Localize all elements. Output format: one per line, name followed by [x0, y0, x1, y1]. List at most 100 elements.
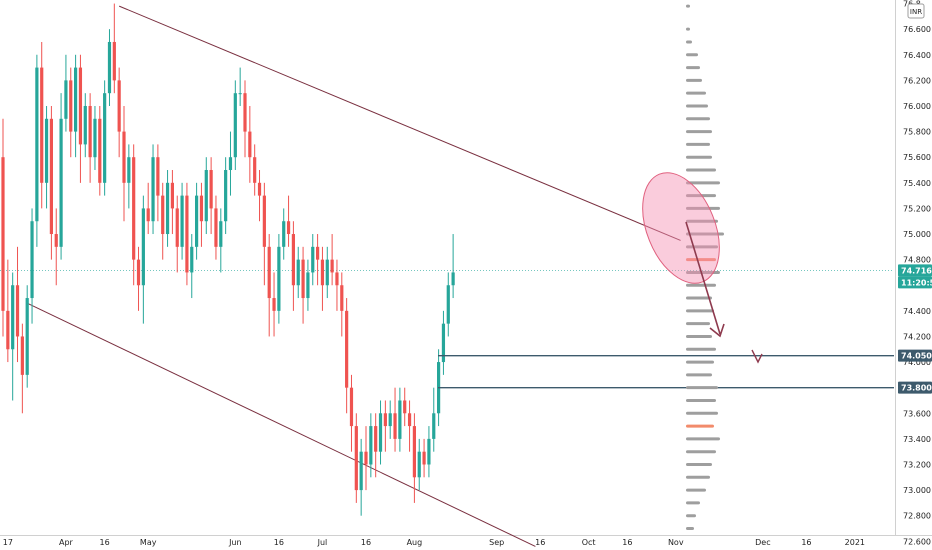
candle: [127, 144, 131, 209]
candle: [132, 144, 136, 286]
channel-lower-line[interactable]: [26, 302, 536, 547]
candle: [432, 387, 436, 452]
candle: [272, 272, 276, 337]
volume-profile-bar: [686, 334, 712, 338]
candle: [112, 3, 116, 94]
candle: [248, 105, 252, 183]
candle: [451, 234, 455, 299]
candle: [233, 80, 237, 171]
x-tick-label: 16: [100, 538, 110, 547]
candle: [345, 298, 349, 414]
candle: [141, 195, 145, 324]
candle: [78, 54, 83, 183]
annotations[interactable]: [628, 4, 763, 531]
candle: [257, 170, 262, 222]
candle: [93, 105, 97, 171]
candle: [277, 234, 281, 324]
candle: [388, 400, 392, 439]
candle: [364, 426, 368, 491]
y-tick-label: 72.600: [903, 537, 931, 546]
candle: [238, 67, 242, 106]
volume-profile-bar: [686, 411, 718, 415]
volume-profile-bar: [686, 142, 710, 146]
candle: [412, 413, 416, 503]
volume-profile-bar: [686, 206, 720, 210]
forecast-arrow-secondary[interactable]: [751, 349, 763, 364]
candle: [417, 438, 421, 491]
time-axis[interactable]: 17 Apr 16 May Jun 16 Jul 16 Aug Sep 16 Oct 16 Nov Dec 1…: [3, 538, 865, 547]
candle: [209, 157, 213, 235]
volume-profile-bar: [686, 270, 720, 274]
candle: [88, 93, 92, 183]
candle: [83, 93, 87, 158]
candle: [427, 426, 431, 478]
candle: [393, 387, 397, 452]
candle: [185, 182, 189, 286]
candle: [354, 413, 358, 503]
volume-profile-bar: [686, 40, 692, 44]
candle: [228, 131, 233, 196]
volume-profile-bar: [686, 527, 694, 531]
volume-profile-bar: [686, 4, 690, 8]
candle: [156, 144, 160, 222]
candle: [190, 234, 194, 299]
candle: [441, 310, 446, 375]
horizontal-levels[interactable]: [438, 354, 894, 389]
y-tick-label: 74.200: [903, 332, 931, 341]
volume-profile-bar: [686, 117, 710, 121]
candle: [262, 182, 266, 286]
candle: [136, 246, 141, 311]
svg-text:73.800: 73.800: [901, 384, 932, 393]
candle: [98, 105, 102, 196]
y-tick-label: 76.200: [903, 76, 931, 85]
candles: [1, 3, 455, 516]
volume-profile-bar: [686, 194, 716, 198]
volume-profile-bar: [686, 219, 718, 223]
current-price-badge: 74.716: [898, 264, 932, 277]
candle: [214, 195, 218, 260]
candle: [320, 246, 325, 311]
y-tick-label: 75.400: [903, 179, 931, 188]
y-tick-label: 74.400: [903, 307, 931, 316]
y-tick-label: 73.200: [903, 460, 931, 469]
x-tick-label: 17: [3, 538, 13, 547]
volume-profile-bar: [686, 296, 712, 300]
y-tick-label: 75.600: [903, 153, 931, 162]
volume-profile-bar: [686, 309, 714, 313]
candle: [107, 29, 112, 106]
svg-text:74.050: 74.050: [901, 352, 932, 361]
candle: [291, 221, 295, 311]
y-tick-label: 73.600: [903, 409, 931, 418]
candle: [40, 41, 44, 209]
y-tick-label: 75.000: [903, 230, 931, 239]
x-tick-label: May: [140, 538, 157, 547]
candle: [301, 246, 305, 324]
currency-label-text: INR: [910, 8, 922, 16]
forecast-arrow-main[interactable]: [685, 221, 721, 335]
y-tick-label: 76.000: [903, 102, 931, 111]
candle: [340, 272, 344, 337]
volume-profile-bar: [686, 514, 696, 518]
candle: [199, 182, 204, 247]
candle: [1, 118, 5, 337]
price-badges: 74.716 11:20:51 74.050 73.800: [898, 264, 932, 394]
candle: [446, 272, 450, 337]
channel-lines[interactable]: [0, 5, 894, 547]
candle: [330, 234, 334, 286]
candle: [219, 208, 223, 273]
candle: [306, 259, 310, 311]
candle: [335, 259, 339, 311]
candle: [64, 54, 68, 132]
y-tick-label: 75.800: [903, 128, 931, 137]
x-tick-label: 16: [801, 538, 811, 547]
x-tick-label: Apr: [59, 538, 74, 547]
svg-text:11:20:51: 11:20:51: [901, 278, 932, 287]
candle: [59, 93, 63, 260]
x-tick-label: 16: [622, 538, 632, 547]
channel-upper-line[interactable]: [118, 5, 681, 241]
volume-profile-bar: [686, 130, 712, 134]
highlight-ellipse[interactable]: [628, 161, 735, 294]
volume-profile-bar: [686, 78, 702, 82]
x-tick-label: 16: [361, 538, 371, 547]
